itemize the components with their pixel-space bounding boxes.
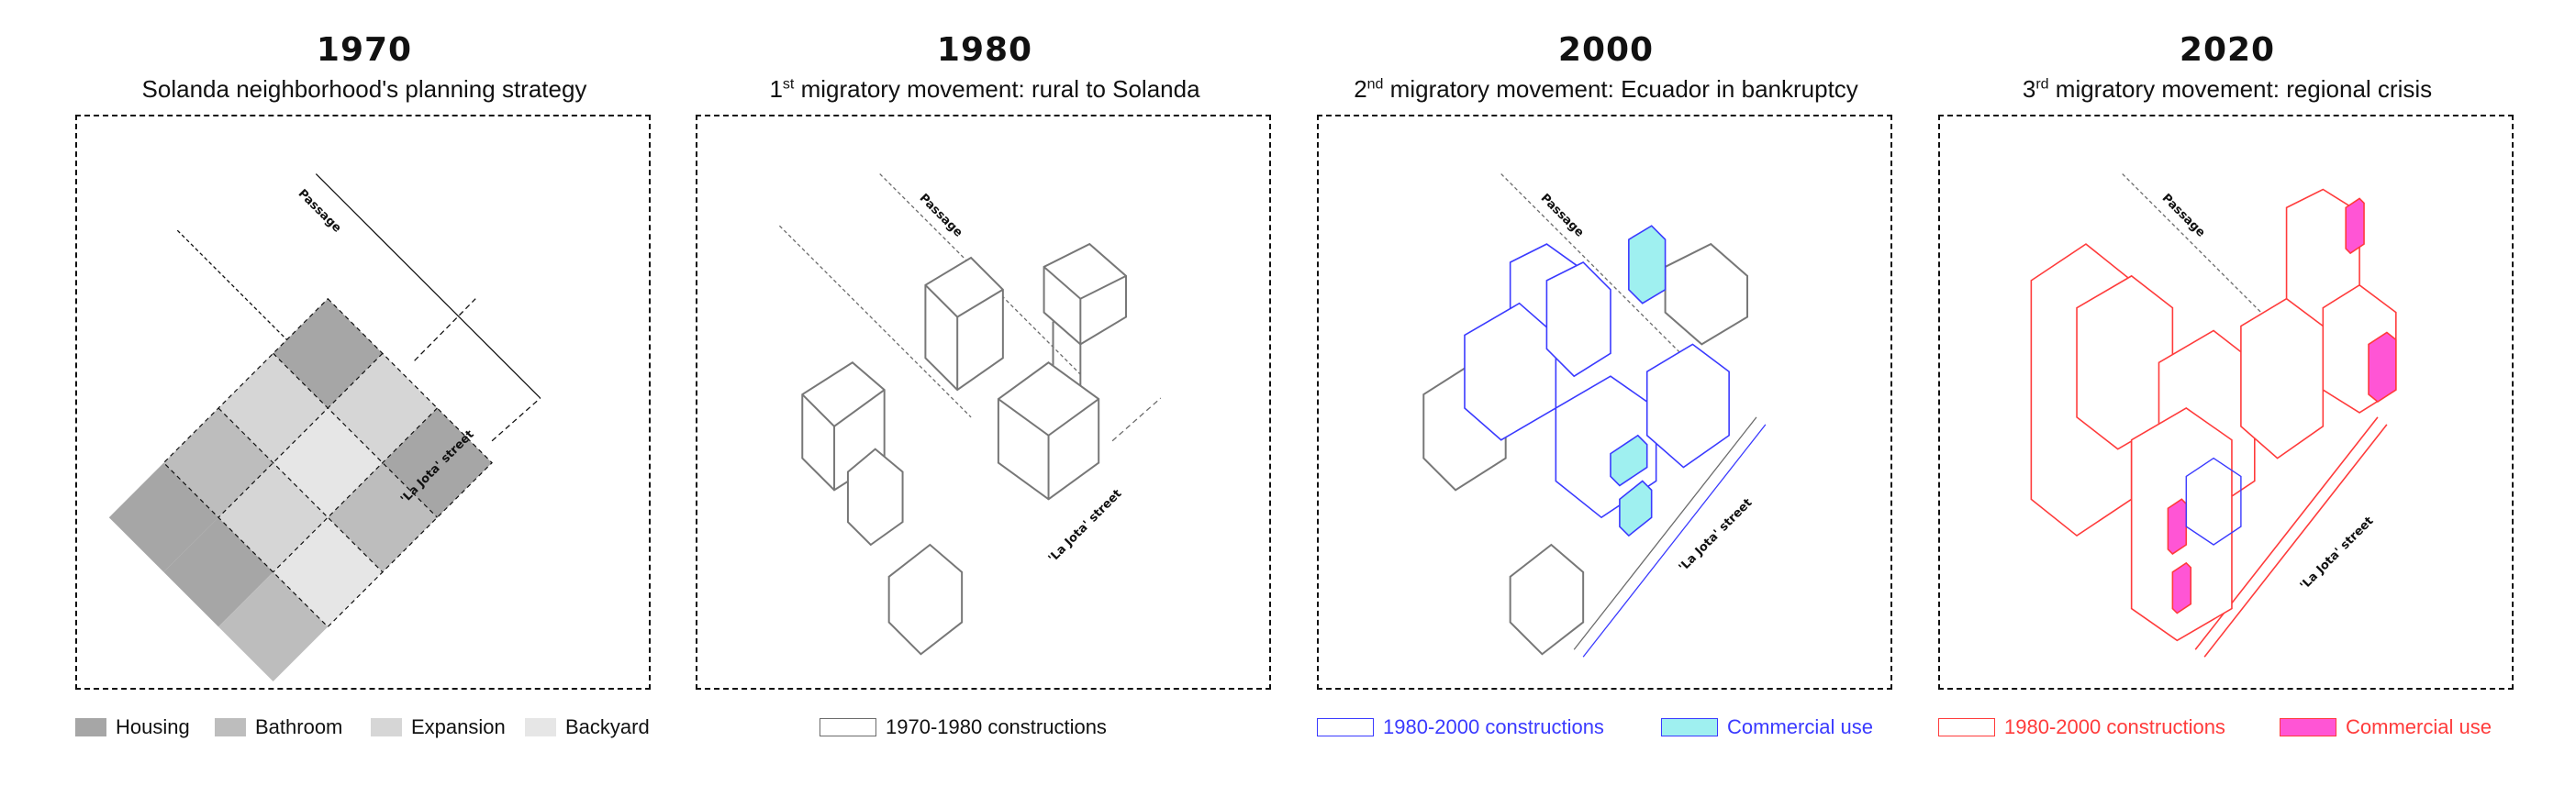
legend-label: 1970-1980 constructions — [886, 715, 1107, 738]
lot-boundary — [491, 397, 541, 442]
diagram-frame: Passage 'La Jota' street — [696, 115, 1271, 690]
lot-division — [273, 407, 438, 573]
legend-item: Backyard — [525, 714, 650, 741]
legend-label: Expansion — [411, 715, 506, 738]
house — [1645, 343, 1730, 469]
subtitle-text: migratory movement: rural to Solanda — [794, 75, 1200, 103]
house — [887, 543, 964, 656]
diagram-frame: Passage 'La Jota' street — [1938, 115, 2514, 690]
subtitle-text: migratory movement: regional crisis — [2048, 75, 2433, 103]
lot-division — [217, 407, 384, 573]
legend-swatch-1970-1980 — [820, 718, 876, 736]
legend-swatch-commercial — [1661, 718, 1718, 736]
house — [2240, 297, 2325, 459]
legend-item: 1980-2000 constructions — [1317, 714, 1604, 741]
ordinal-suffix: nd — [1366, 76, 1384, 93]
lot-division — [273, 352, 438, 518]
commercial-unit — [1610, 434, 1648, 487]
panel-subtitle: Solanda neighborhood's planning strategy — [141, 75, 587, 103]
legend-label: Housing — [116, 715, 190, 738]
commercial-unit — [2368, 331, 2397, 403]
legend-item: Expansion — [371, 714, 506, 741]
street-line — [315, 173, 541, 399]
commercial-unit — [2171, 561, 2192, 614]
year-title: 1970 — [316, 31, 413, 69]
lot-boundary — [414, 298, 476, 361]
house — [1043, 242, 1127, 346]
legend-swatch-expansion — [371, 718, 402, 736]
commercial-unit — [1628, 225, 1667, 304]
plot-plan-diagram: Passage 'La Jota' street — [108, 173, 541, 682]
lot-division — [217, 352, 384, 518]
street-label: 'La Jota' street — [1046, 487, 1125, 566]
houses-2020 — [2030, 188, 2397, 642]
housing-cell — [273, 298, 383, 408]
year-title: 1980 — [936, 31, 1033, 69]
legend: 1970-1980 constructions — [696, 714, 1274, 741]
panel-1980: 1980 1st migratory movement: rural to So… — [696, 0, 1274, 797]
street-label: 'La Jota' street — [1677, 496, 1756, 575]
houses-1980 — [801, 242, 1127, 656]
panel-2000: 2000 2nd migratory movement: Ecuador in … — [1317, 0, 1895, 797]
legend-label: Backyard — [565, 715, 650, 738]
diagram-frame: Passage 'La Jota' street — [1317, 115, 1892, 690]
ordinal: 2 — [1354, 75, 1367, 103]
panel-subtitle: 2nd migratory movement: Ecuador in bankr… — [1317, 75, 1895, 104]
legend-label: Commercial use — [2346, 715, 2492, 738]
passage-line — [176, 229, 324, 377]
legend-label: Bathroom — [255, 715, 343, 738]
house — [924, 256, 1004, 392]
legend-item: Bathroom — [215, 714, 342, 741]
legend-swatch-backyard — [525, 718, 556, 736]
legend-item: Housing — [75, 714, 190, 741]
legend-item: 1970-1980 constructions — [820, 714, 1107, 741]
axonometric-2000: Passage 'La Jota' street — [1422, 173, 1767, 658]
legend-swatch-commercial — [2280, 718, 2336, 736]
subtitle-text: migratory movement: Ecuador in bankruptc… — [1383, 75, 1858, 103]
legend-label: Commercial use — [1727, 715, 1873, 738]
legend-label: 1980-2000 constructions — [1383, 715, 1604, 738]
panel-subtitle: 1st migratory movement: rural to Solanda — [696, 75, 1274, 104]
passage-label: Passage — [917, 192, 965, 240]
legend-item: Commercial use — [2280, 714, 2492, 741]
axonometric-2020: Passage 'La Jota' street — [2030, 173, 2397, 658]
house — [1555, 375, 1657, 519]
legend: 1980-2000 constructions Commercial use — [1938, 714, 2516, 741]
house — [997, 361, 1100, 501]
house — [1464, 302, 1557, 441]
year-title: 2020 — [2179, 31, 2276, 69]
commercial-unit — [1619, 480, 1653, 537]
legend-swatch-1980-2000 — [1938, 718, 1995, 736]
lot-grid — [108, 297, 493, 682]
legend: 1980-2000 constructions Commercial use — [1317, 714, 1895, 741]
house — [846, 448, 904, 547]
legend-item: Commercial use — [1661, 714, 1873, 741]
panel-1970: 1970 Solanda neighborhood's planning str… — [75, 0, 653, 797]
legend-label: 1980-2000 constructions — [2004, 715, 2225, 738]
panel-subtitle: 3rd migratory movement: regional crisis — [1938, 75, 2516, 104]
year-title: 2000 — [1557, 31, 1655, 69]
axonometric-1980: Passage 'La Jota' street — [778, 173, 1162, 656]
street-label: 'La Jota' street — [2298, 515, 2377, 593]
ordinal: 1 — [769, 75, 783, 103]
passage-label: Passage — [1538, 192, 1587, 240]
legend-swatch-1980-2000 — [1317, 718, 1374, 736]
diagram-frame: Passage 'La Jota' street — [75, 115, 651, 690]
legend-item: 1980-2000 constructions — [1938, 714, 2225, 741]
commercial-unit — [2345, 197, 2365, 255]
legend-swatch-housing — [75, 718, 106, 736]
commercial-unit — [2167, 498, 2188, 555]
ordinal: 3 — [2022, 75, 2036, 103]
house — [1545, 261, 1611, 378]
legend: Housing Bathroom Expansion Backyard — [75, 714, 653, 741]
lot-outline — [162, 297, 493, 628]
passage-label: Passage — [2159, 192, 2208, 240]
houses-2000 — [1464, 225, 1730, 537]
legend-swatch-bathroom — [215, 718, 246, 736]
ordinal-suffix: st — [782, 76, 795, 93]
panel-2020: 2020 3rd migratory movement: regional cr… — [1938, 0, 2516, 797]
ordinal-suffix: rd — [2035, 76, 2049, 93]
